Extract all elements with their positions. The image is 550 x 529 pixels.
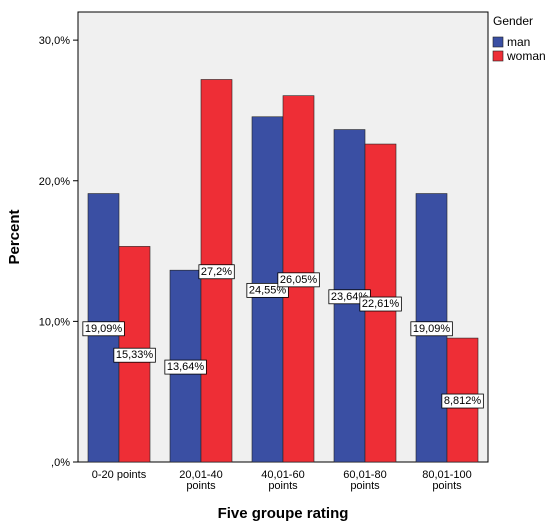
x-tick-label: points	[432, 480, 462, 492]
x-tick-label: 60,01-80	[343, 469, 386, 481]
data-label-woman-3: 22,61%	[359, 296, 402, 312]
data-label-box	[441, 393, 484, 409]
x-axis-title: Five groupe rating	[218, 505, 349, 522]
data-label-text: 24,55%	[249, 284, 287, 296]
legend-label-woman: woman	[506, 49, 546, 63]
y-tick-label: 30,0%	[39, 35, 70, 47]
data-label-box	[410, 321, 453, 337]
y-tick-label: ,0%	[51, 457, 70, 469]
data-label-woman-1: 27,2%	[198, 264, 235, 280]
data-label-box	[359, 296, 402, 312]
x-tick-label: 80,01-100	[422, 469, 472, 481]
data-label-man-4: 19,09%	[410, 321, 453, 337]
y-axis: ,0% 10,0% 20,0% 30,0%	[39, 35, 78, 469]
y-tick-label: 20,0%	[39, 176, 70, 188]
legend-swatch-man	[492, 36, 504, 48]
data-label-woman-0: 15,33%	[113, 347, 156, 363]
x-axis: 0-20 points 20,01-40points40,01-60points6…	[92, 469, 472, 492]
data-label-text: 22,61%	[362, 298, 400, 310]
data-label-text: 26,05%	[280, 274, 318, 286]
data-label-text: 13,64%	[167, 361, 205, 373]
data-label-text: 19,09%	[413, 323, 451, 335]
data-label-man-1: 13,64%	[164, 359, 207, 375]
data-label-text: 15,33%	[116, 349, 154, 361]
x-tick-label: points	[350, 480, 380, 492]
data-label-text: 23,64%	[331, 291, 369, 303]
y-tick-label: 10,0%	[39, 316, 70, 328]
data-label-box	[164, 359, 207, 375]
data-label-woman-4: 8,812%	[441, 393, 484, 409]
data-label-text: 27,2%	[201, 266, 232, 278]
data-label-box	[113, 347, 156, 363]
data-labels-group: 19,09% 13,64% 24,55% 23,64% 19,09% 15,33% 27,2…	[82, 264, 484, 409]
data-label-box	[277, 272, 320, 288]
x-tick-label: 0-20 points	[92, 469, 147, 481]
legend-title: Gender	[493, 14, 533, 28]
legend-label-man: man	[507, 35, 530, 49]
data-label-man-0: 19,09%	[82, 321, 125, 337]
x-tick-label: points	[268, 480, 298, 492]
legend-swatch-woman	[492, 50, 504, 62]
x-tick-label: points	[186, 480, 216, 492]
x-tick-label: 40,01-60	[261, 469, 304, 481]
data-label-box	[198, 264, 235, 280]
data-label-text: 8,812%	[444, 395, 482, 407]
x-tick-label: 20,01-40	[179, 469, 222, 481]
data-label-box	[82, 321, 125, 337]
data-label-woman-2: 26,05%	[277, 272, 320, 288]
y-axis-title: Percent	[6, 209, 23, 264]
data-label-text: 19,09%	[85, 323, 123, 335]
